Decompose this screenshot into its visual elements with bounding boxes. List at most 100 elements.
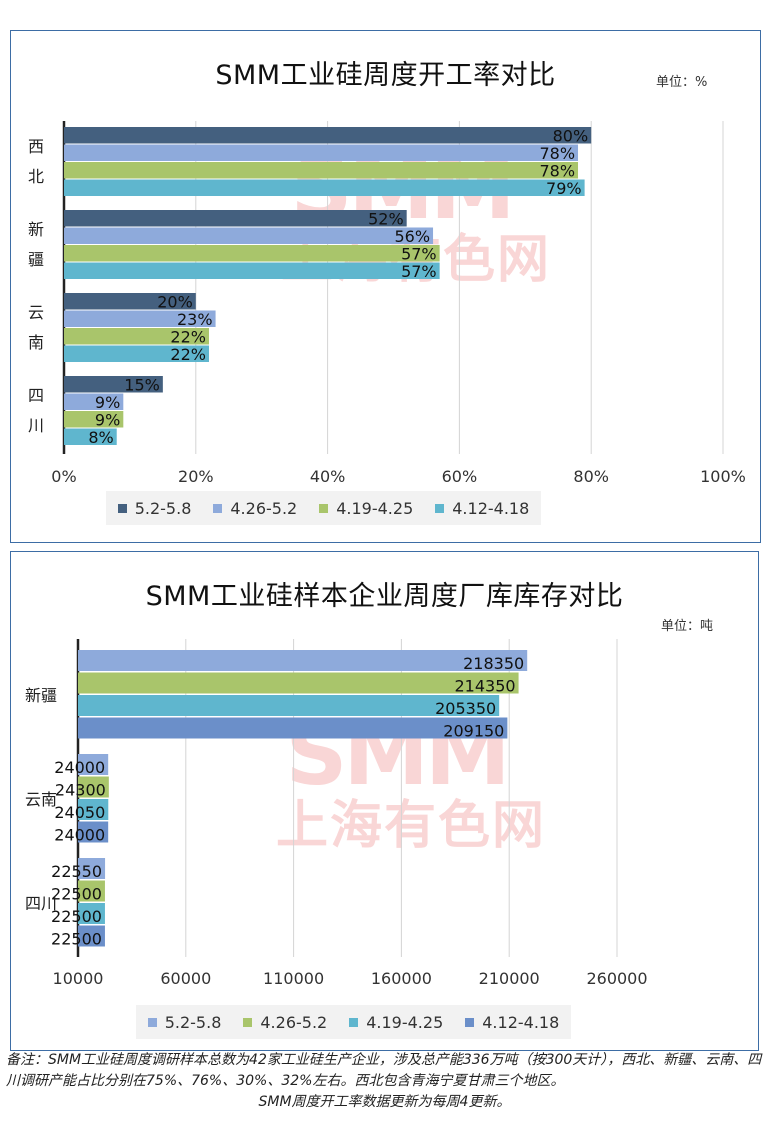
legend-item: 4.19-4.25 [319,499,413,518]
bar [64,245,440,262]
bar [64,345,209,362]
x-tick-label: 0% [51,467,76,486]
data-label: 24000 [54,826,105,845]
bar [64,411,124,428]
x-tick-label: 100% [700,467,746,486]
data-label: 8% [88,428,113,447]
category-label: 四川 [25,894,57,913]
legend-item: 4.12-4.18 [465,1013,559,1032]
chart-title: SMM工业硅周度开工率对比 [215,60,556,91]
bar [78,821,109,843]
legend-item: 4.26-5.2 [213,499,297,518]
bar [64,210,407,227]
unit-label: 单位：% [656,75,708,90]
legend-swatch [435,503,445,513]
bar-chart-inventory: 10000 60000 110000 160000 210000 260000 218350… [25,639,648,988]
data-label: 15% [124,376,160,395]
bar [64,127,592,144]
chart-title: SMM工业硅样本企业周度厂库库存对比 [145,581,624,612]
bar [64,310,216,327]
legend-label: 5.2-5.8 [164,1012,222,1032]
data-label: 24300 [55,781,106,800]
chart-legend: 5.2-5.8 4.26-5.2 4.19-4.25 4.12-4.18 [106,491,541,525]
data-label: 22550 [51,862,102,881]
data-label: 57% [401,262,437,281]
bar [64,428,117,445]
legend-swatch [319,503,329,513]
data-label: 23% [177,310,213,329]
legend-label: 4.19-4.25 [366,1012,444,1032]
bar [78,672,519,694]
legend-swatch [117,503,127,513]
x-tick-label: 160000 [371,969,432,988]
legend-item: 4.26-5.2 [243,1013,327,1032]
category-label: 川 [28,416,44,435]
data-label: 22500 [51,885,102,904]
footnote-line-1: 备注：SMM工业硅周度调研样本总数为42家工业硅生产企业，涉及总产能336万吨（… [6,1052,762,1089]
data-label: 80% [553,127,589,146]
bar [64,179,585,196]
category-label: 新 [28,220,44,239]
data-label: 22500 [51,907,102,926]
data-label: 52% [368,210,404,229]
legend-item: 4.12-4.18 [435,499,529,518]
bar [64,393,124,410]
data-label: 9% [95,411,120,430]
bar [64,376,163,393]
bar [78,776,109,798]
chart-panel-operating-rate: SMM工业硅周度开工率对比 单位：% SMM 上海有色网 0%20%40%60%… [10,30,761,543]
bar [78,754,109,775]
data-label: 78% [539,144,575,163]
bar [64,293,196,310]
category-label: 新疆 [25,686,57,705]
data-label: 22500 [51,930,102,949]
legend-label: 4.12-4.18 [452,498,530,518]
legend-swatch [213,503,223,513]
data-label: 24050 [54,803,105,822]
data-label: 214350 [455,677,516,696]
legend-item: 5.2-5.8 [117,498,192,518]
legend-swatch [349,1017,359,1027]
category-label: 云 [28,303,44,322]
legend-label: 5.2-5.8 [134,498,192,518]
legend-swatch [243,1017,253,1027]
x-tick-label: 20% [178,467,214,486]
bar [78,925,105,947]
data-label: 20% [157,293,193,312]
x-tick-label: 80% [573,467,609,486]
data-label: 56% [394,227,430,246]
x-tick-label: 210000 [479,969,540,988]
category-label: 疆 [28,250,44,269]
unit-label: 单位：吨 [661,619,714,634]
data-label: 9% [95,393,120,412]
x-tick-label: 10000 [53,969,104,988]
legend-label: 4.26-5.2 [260,1012,328,1032]
legend-swatch [147,1017,157,1027]
bar [78,695,500,716]
chart-panel-inventory: SMM工业硅样本企业周度厂库库存对比 单位：吨 SMM 上海有色网 10000 6… [10,551,759,1051]
footnote-line-2: SMM周度开工率数据更新为每周4更新。 [258,1094,511,1110]
category-label: 四 [28,386,44,405]
category-label: 西 [28,137,44,156]
category-label: 南 [28,333,44,352]
x-tick-label: 260000 [586,969,647,988]
bar [78,903,105,924]
data-label: 205350 [435,699,496,718]
legend-swatch [465,1017,475,1027]
footnote: 备注：SMM工业硅周度调研样本总数为42家工业硅生产企业，涉及总产能336万吨（… [6,1050,763,1113]
bar [64,227,434,244]
bar [78,799,109,820]
x-tick-label: 40% [310,467,346,486]
data-label: 22% [170,328,206,347]
bar [78,858,106,879]
data-label: 79% [546,179,582,198]
bar [78,717,508,739]
bar [64,328,209,345]
data-label: 22% [170,345,206,364]
bar-chart-operating-rate: 0% 20% 40% 60% 80% 100%80%78%78%79%西北52%56%57… [28,121,746,486]
bar [64,262,440,279]
legend-item: 5.2-5.8 [147,1012,222,1032]
bar [78,880,105,902]
x-tick-label: 110000 [263,969,324,988]
category-label: 北 [28,167,44,186]
